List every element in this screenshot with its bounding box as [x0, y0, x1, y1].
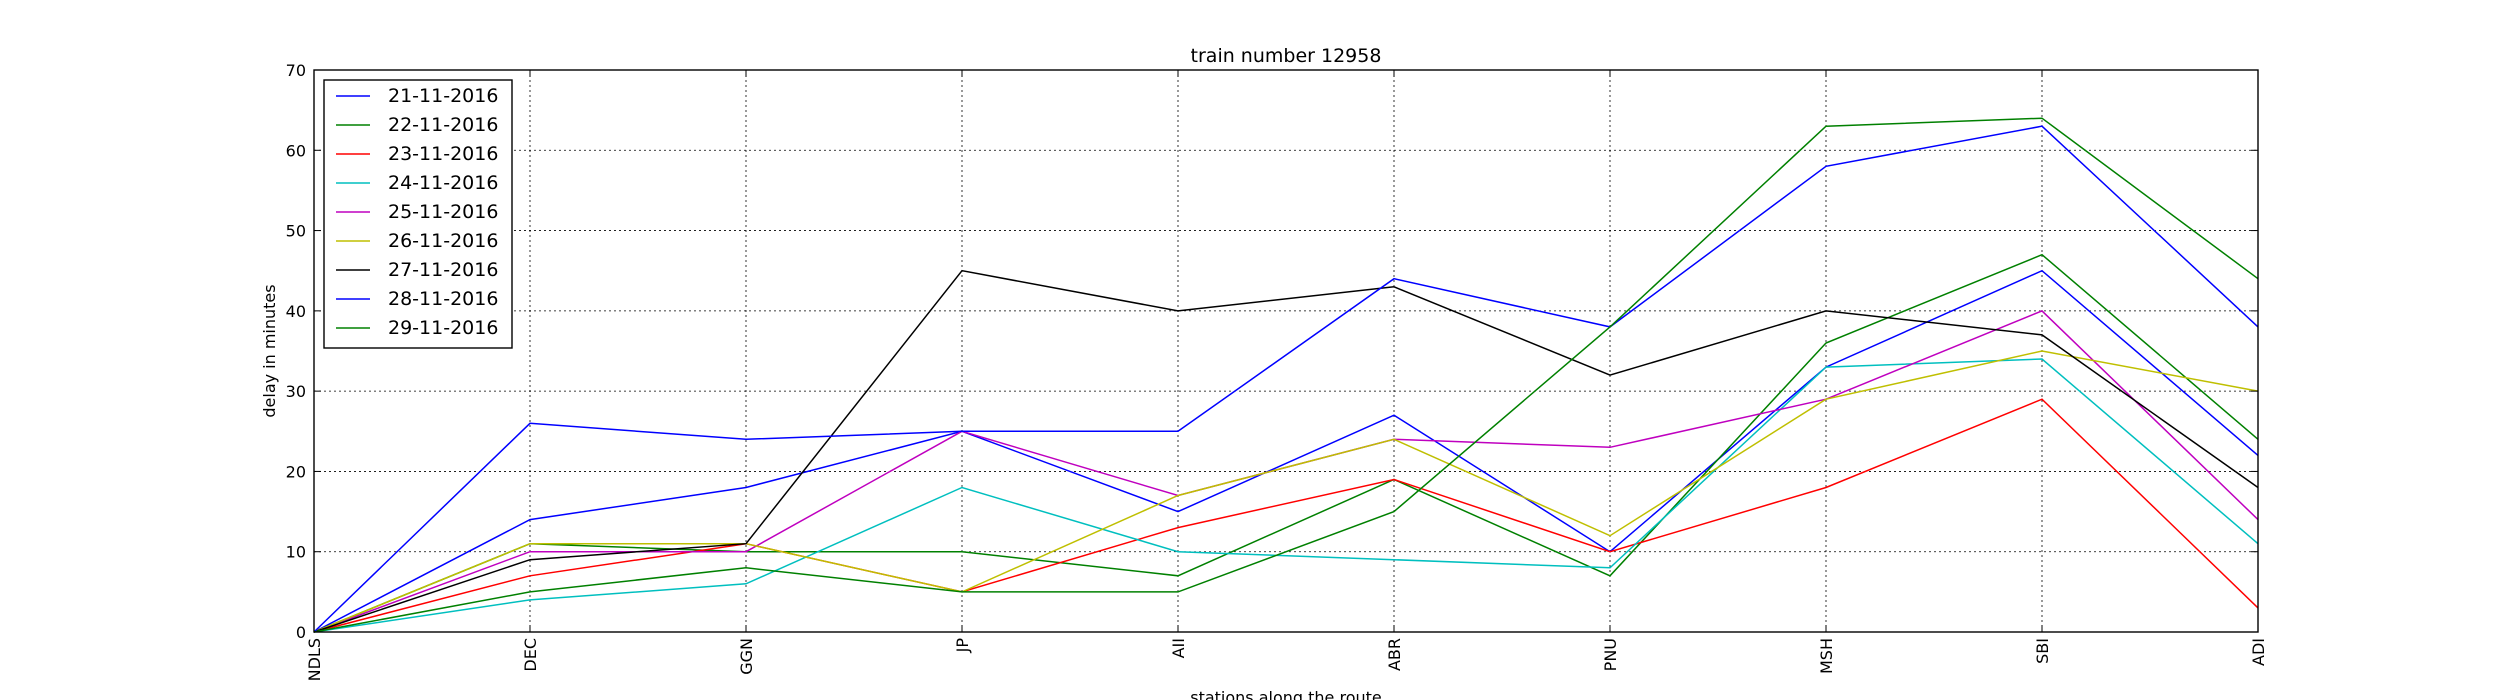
- y-tick-label: 70: [286, 61, 306, 80]
- legend-label: 24-11-2016: [388, 172, 498, 194]
- y-tick-label: 10: [286, 543, 306, 562]
- x-tick-label: JP: [953, 638, 972, 654]
- series-line-22-11-2016: [313, 253, 2259, 633]
- x-tick-label: DEC: [521, 638, 540, 672]
- x-tick-label: NDLS: [305, 638, 324, 681]
- x-tick-label: AII: [1169, 638, 1188, 658]
- chart-title: train number 12958: [1191, 45, 1382, 67]
- legend-label: 27-11-2016: [388, 259, 498, 281]
- legend-label: 21-11-2016: [388, 85, 498, 107]
- y-tick-label: 30: [286, 382, 306, 401]
- plot-frame: [313, 69, 2259, 633]
- series-lines: [313, 117, 2259, 633]
- y-tick-label: 50: [286, 222, 306, 241]
- legend-label: 25-11-2016: [388, 201, 498, 223]
- y-tick-label: 40: [286, 302, 306, 321]
- y-tick-label: 60: [286, 141, 306, 160]
- legend-label: 22-11-2016: [388, 114, 498, 136]
- series-line-26-11-2016: [313, 350, 2259, 633]
- legend-label: 29-11-2016: [388, 317, 498, 339]
- x-tick-label: ABR: [1385, 638, 1404, 671]
- series-line-23-11-2016: [313, 398, 2259, 633]
- series-line-21-11-2016: [313, 269, 2259, 633]
- x-tick-label: PNU: [1601, 638, 1620, 671]
- series-line-29-11-2016: [313, 117, 2259, 633]
- series-line-24-11-2016: [313, 358, 2259, 633]
- y-tick-label: 0: [296, 623, 306, 642]
- y-axis-label: delay in minutes: [260, 284, 279, 417]
- legend-label: 23-11-2016: [388, 143, 498, 165]
- y-tick-label: 20: [286, 462, 306, 481]
- x-axis-label: stations along the route: [1190, 688, 1382, 700]
- x-tick-label: GGN: [737, 638, 756, 675]
- legend-label: 28-11-2016: [388, 288, 498, 310]
- legend: 21-11-2016 22-11-2016 23-11-2016 24-11-2016…: [323, 79, 513, 349]
- x-tick-label: SBI: [2033, 638, 2052, 664]
- series-line-27-11-2016: [313, 269, 2259, 633]
- series-line-28-11-2016: [313, 125, 2259, 633]
- x-tick-label: ADI: [2249, 638, 2268, 666]
- legend-label: 26-11-2016: [388, 230, 498, 252]
- x-tick-label: MSH: [1817, 638, 1836, 674]
- axis-ticks: NDLS DEC GGN JP AII ABR PNU MSH SBI ADI 0 10 20 30 40 5…: [286, 61, 2268, 681]
